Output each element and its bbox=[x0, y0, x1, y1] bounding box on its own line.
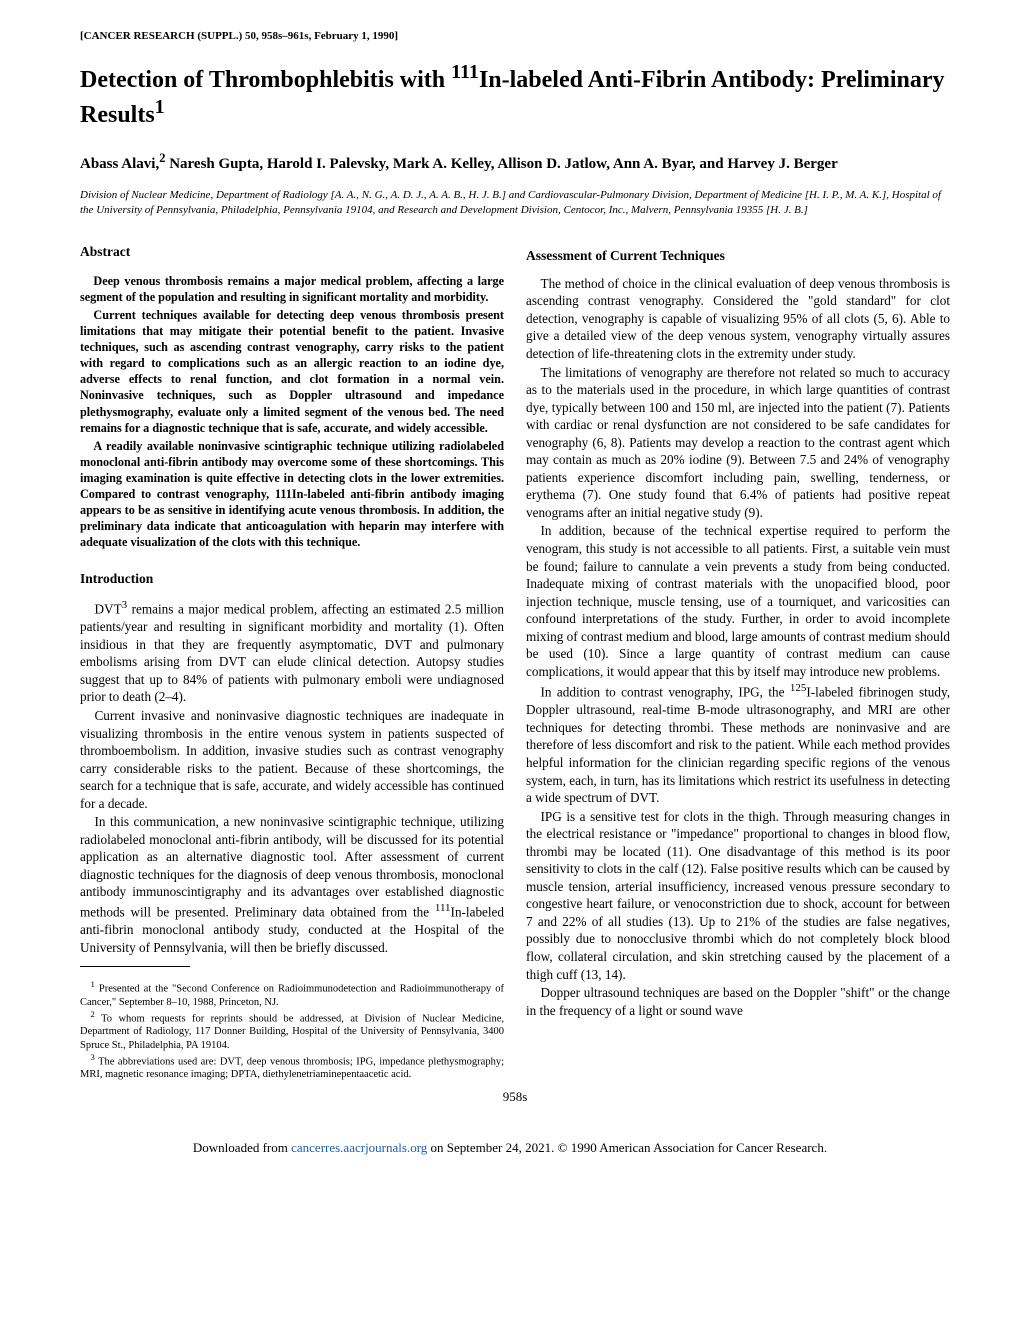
footnote: 1 Presented at the "Second Conference on… bbox=[80, 979, 504, 1009]
abstract-para: Deep venous thrombosis remains a major m… bbox=[80, 273, 504, 305]
assessment-heading: Assessment of Current Techniques bbox=[526, 247, 950, 265]
footnotes: 1 Presented at the "Second Conference on… bbox=[80, 979, 504, 1081]
abstract-body: Deep venous thrombosis remains a major m… bbox=[80, 273, 504, 551]
abstract-para: Current techniques available for detecti… bbox=[80, 307, 504, 436]
introduction-heading: Introduction bbox=[80, 570, 504, 588]
assess-para: The method of choice in the clinical eva… bbox=[526, 275, 950, 363]
abstract-para: A readily available noninvasive scintigr… bbox=[80, 438, 504, 551]
authors: Abass Alavi,2 Naresh Gupta, Harold I. Pa… bbox=[80, 150, 950, 174]
assess-para: In addition, because of the technical ex… bbox=[526, 522, 950, 680]
abstract-heading: Abstract bbox=[80, 243, 504, 261]
intro-para: DVT3 remains a major medical problem, af… bbox=[80, 598, 504, 706]
paper-title: Detection of Thrombophlebitis with 111In… bbox=[80, 60, 950, 130]
footnote-rule bbox=[80, 966, 190, 967]
two-column-content: Abstract Deep venous thrombosis remains … bbox=[80, 243, 950, 1082]
affiliation: Division of Nuclear Medicine, Department… bbox=[80, 188, 950, 217]
journal-header: [CANCER RESEARCH (SUPPL.) 50, 958s–961s,… bbox=[80, 30, 950, 42]
assess-para: Dopper ultrasound techniques are based o… bbox=[526, 984, 950, 1019]
intro-para: In this communication, a new noninvasive… bbox=[80, 813, 504, 956]
assess-para: In addition to contrast venography, IPG,… bbox=[526, 681, 950, 806]
download-footer: Downloaded from cancerres.aacrjournals.o… bbox=[0, 1139, 1020, 1157]
assess-para: The limitations of venography are theref… bbox=[526, 364, 950, 522]
intro-para: Current invasive and noninvasive diagnos… bbox=[80, 707, 504, 812]
footnote: 2 To whom requests for reprints should b… bbox=[80, 1009, 504, 1052]
page-number: 958s bbox=[80, 1089, 950, 1105]
footnote: 3 The abbreviations used are: DVT, deep … bbox=[80, 1052, 504, 1082]
assess-para: IPG is a sensitive test for clots in the… bbox=[526, 808, 950, 983]
